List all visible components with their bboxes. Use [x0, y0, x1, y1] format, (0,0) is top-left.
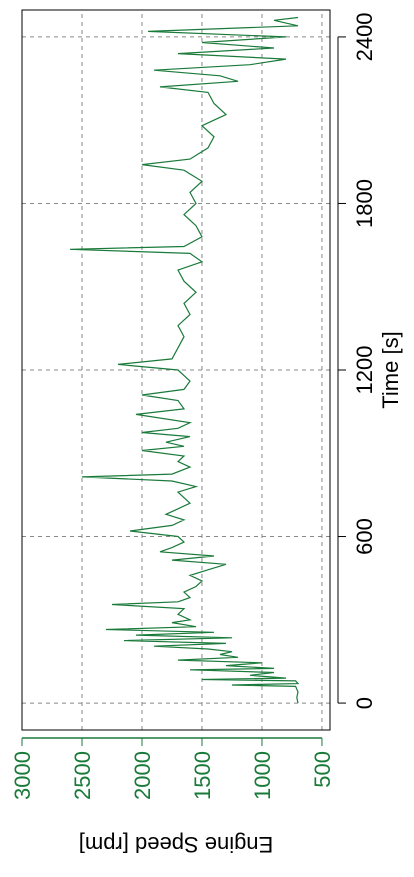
x-tick-label: 600 [352, 518, 377, 555]
plot-frame [21, 9, 331, 731]
x-axis-label: Time [s] [378, 331, 403, 408]
y-tick-label: 3000 [10, 751, 35, 800]
x-tick-label: 2400 [352, 12, 377, 61]
chart-frame: Time [s] Engine Speed [rpm] 0 600 1200 1800… [10, 9, 403, 857]
y-tick-label: 1500 [190, 751, 215, 800]
y-tick-label: 1000 [250, 751, 275, 800]
x-tick-label: 1800 [352, 179, 377, 228]
y-axis-label: Engine Speed [rpm] [79, 832, 273, 857]
x-tick-label: 0 [352, 697, 377, 709]
y-tick-label: 2000 [130, 751, 155, 800]
y-tick-label: 500 [310, 751, 335, 788]
data-line [69, 16, 300, 704]
x-tick-label: 1200 [352, 346, 377, 395]
y-tick-label: 2500 [70, 751, 95, 800]
